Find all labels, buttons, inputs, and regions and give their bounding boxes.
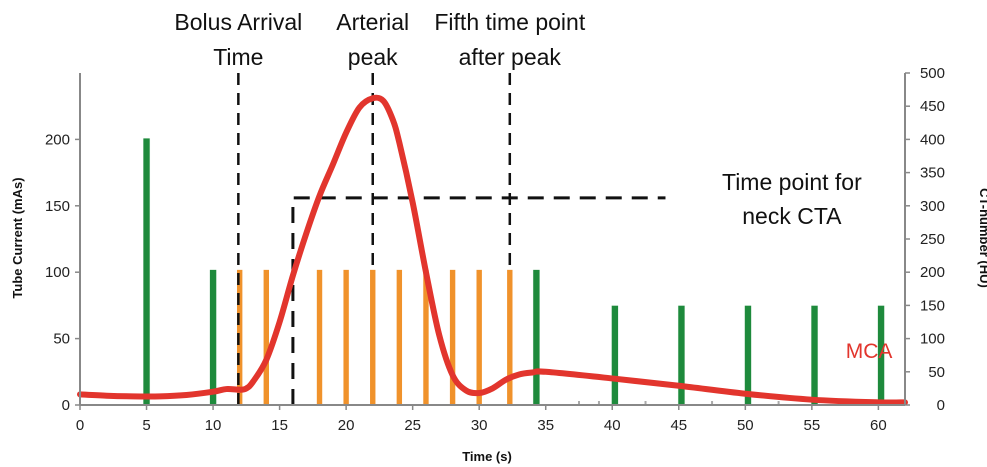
bar — [475, 269, 483, 406]
y-right-tick-label: 400 — [920, 131, 945, 148]
series-layer — [77, 94, 908, 406]
annotations-layer: Bolus Arrival Time Arterial peak Fifth time … — [174, 9, 892, 363]
annotation-line: Time — [213, 44, 263, 70]
x-tick-label: 15 — [271, 417, 288, 434]
y-right-tick-label: 100 — [920, 331, 945, 348]
y-left-tick-label: 200 — [45, 131, 70, 148]
x-tick-label: 25 — [404, 417, 421, 434]
bar — [262, 269, 270, 406]
dashed-lines-layer — [237, 73, 666, 405]
y-right-tick-label: 300 — [920, 198, 945, 215]
neck-cta-dashed-line — [291, 196, 666, 405]
annotation-line: Arterial — [336, 9, 409, 35]
bar — [744, 305, 752, 406]
annotation: Time point for neck CTA — [722, 169, 862, 229]
x-tick-label: 30 — [471, 417, 488, 434]
bar — [369, 269, 377, 406]
bar — [449, 269, 456, 406]
bar — [677, 305, 686, 406]
y-axis-right-title: CT-number (HU) — [977, 188, 987, 288]
y-left-tick-label: 50 — [53, 331, 70, 348]
x-tick-label: 40 — [604, 417, 621, 434]
bar — [611, 305, 619, 406]
bar — [316, 269, 323, 406]
x-axis-title: Time (s) — [462, 449, 512, 464]
y-right-tick-label: 200 — [920, 264, 945, 281]
y-right-tick-label: 450 — [920, 98, 945, 115]
annotation-line: after peak — [459, 44, 562, 70]
bar — [396, 269, 403, 406]
annotation-line: neck CTA — [742, 203, 842, 229]
annotation: Arterial peak — [336, 9, 409, 70]
y-right-tick-label: 500 — [920, 65, 945, 82]
y-right-tick-label: 350 — [920, 165, 945, 182]
mca-series-line — [77, 94, 908, 406]
x-tick-label: 55 — [804, 417, 821, 434]
bar — [342, 269, 350, 406]
annotation-line: MCA — [846, 340, 893, 363]
bar — [506, 269, 514, 406]
y-right-tick-label: 50 — [928, 364, 945, 381]
x-tick-label: 0 — [76, 417, 84, 434]
annotation-line: peak — [348, 44, 398, 70]
y-right-tick-label: 0 — [937, 397, 945, 414]
y-left-tick-label: 100 — [45, 264, 70, 281]
bar — [532, 269, 541, 406]
annotation-line: Fifth time point — [434, 9, 585, 35]
annotation-line: Time point for — [722, 169, 862, 195]
y-left-tick-label: 0 — [62, 397, 70, 414]
x-tick-label: 60 — [870, 417, 887, 434]
bar — [142, 137, 151, 406]
axes-layer: 0 5 10 15 20 25 30 35 40 45 50 55 60 0 50 100 150 200 0 50 1… — [45, 65, 945, 434]
y-right-tick-label: 250 — [920, 231, 945, 248]
y-axis-left-title: Tube Current (mAs) — [10, 177, 25, 298]
x-tick-label: 20 — [338, 417, 355, 434]
x-tick-label: 35 — [537, 417, 554, 434]
annotation-line: Bolus Arrival — [174, 9, 302, 35]
bars-layer — [142, 137, 885, 406]
y-left-tick-label: 150 — [45, 198, 70, 215]
x-tick-label: 5 — [142, 417, 150, 434]
mca-label: MCA — [846, 340, 893, 363]
x-tick-label: 45 — [670, 417, 687, 434]
x-tick-label: 50 — [737, 417, 754, 434]
y-right-tick-label: 150 — [920, 297, 945, 314]
annotation: Bolus Arrival Time — [174, 9, 302, 70]
x-tick-label: 10 — [205, 417, 222, 434]
annotation: Fifth time point after peak — [434, 9, 585, 70]
bar — [810, 305, 819, 406]
bar — [209, 269, 217, 406]
